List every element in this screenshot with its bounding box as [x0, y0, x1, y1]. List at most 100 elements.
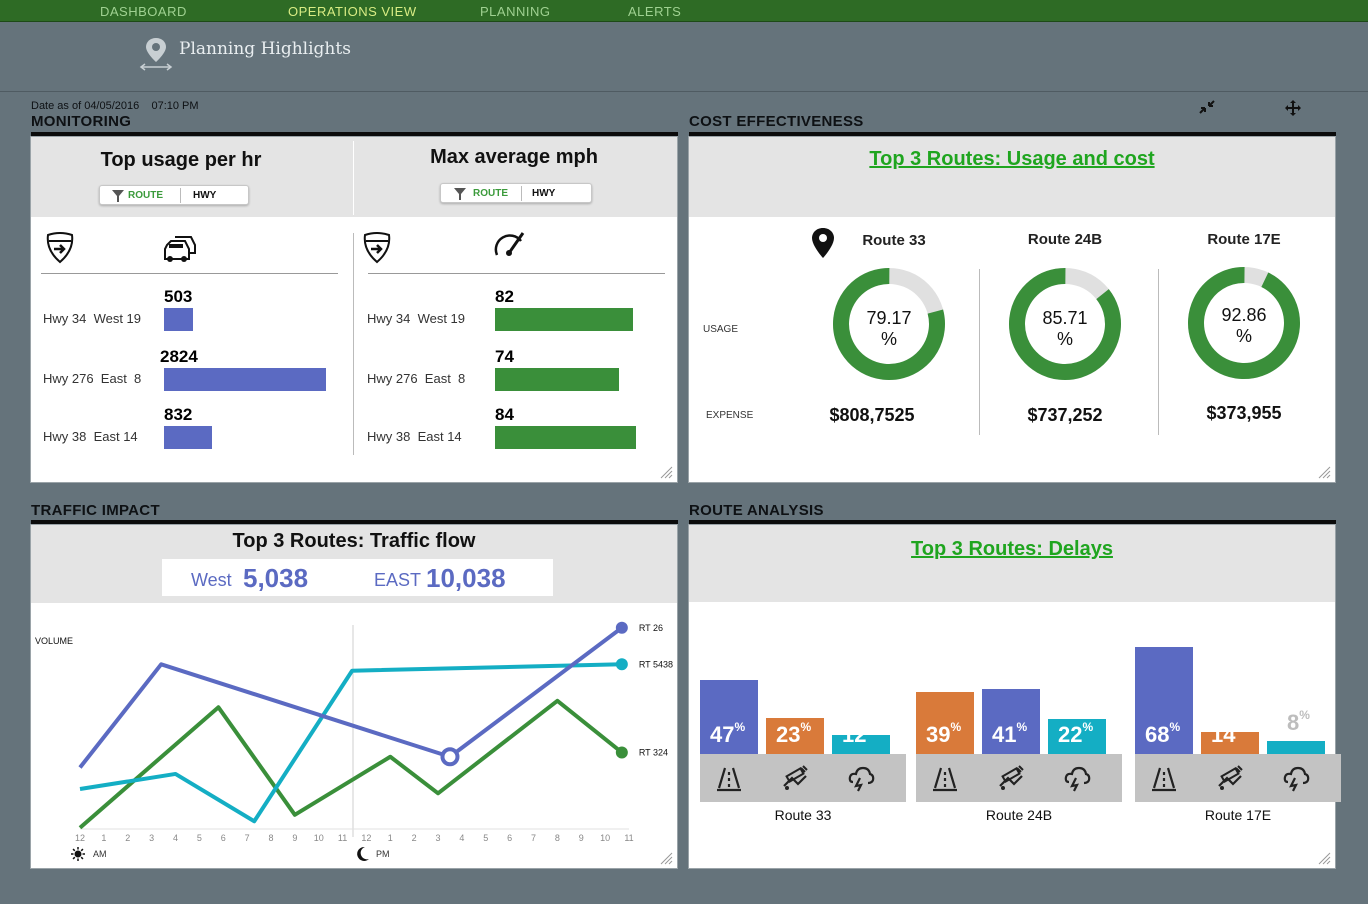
cost-panel-header — [689, 137, 1335, 217]
flow-totals-box: West 5,038 EAST 10,038 — [162, 559, 553, 596]
delay-bar[interactable] — [1135, 647, 1193, 754]
toggle-route-option[interactable]: ROUTE — [128, 190, 163, 201]
series-end-marker[interactable] — [615, 746, 628, 759]
usage-donut — [833, 268, 945, 380]
usage-percent: 79.17 — [866, 308, 912, 328]
x-tick-label: 12 — [75, 833, 85, 843]
toggle-hwy-option[interactable]: HWY — [193, 190, 217, 201]
delay-percent: 22% — [1058, 720, 1094, 748]
delay-route-label: Route 33 — [774, 807, 832, 823]
series-highlight-marker[interactable] — [440, 747, 460, 767]
east-value: 10,038 — [426, 563, 506, 593]
page-title: Planning Highlights — [179, 39, 351, 59]
x-tick-label: 11 — [624, 833, 633, 843]
delay-value: 14 — [1211, 722, 1236, 747]
resize-handle-icon[interactable] — [659, 465, 673, 479]
route-expense: $737,252 — [1027, 405, 1103, 425]
row-bar — [495, 308, 633, 331]
road-icon — [933, 767, 957, 792]
nav-alerts[interactable]: ALERTS — [628, 4, 682, 19]
delay-bar[interactable] — [766, 718, 824, 754]
page-header: Planning Highlights — [0, 23, 1368, 92]
toggle-hwy-option[interactable]: HWY — [532, 188, 556, 199]
x-tick-label: 11 — [338, 833, 347, 843]
delays-title-link[interactable]: Top 3 Routes: Delays — [911, 538, 1113, 560]
expense-label: EXPENSE — [706, 410, 754, 421]
x-tick-label: 5 — [483, 833, 488, 843]
resize-handle-icon[interactable] — [659, 851, 673, 865]
construction-icon — [999, 765, 1024, 790]
section-title-route-analysis: ROUTE ANALYSIS — [689, 502, 824, 519]
delay-route-label: Route 24B — [985, 807, 1053, 823]
x-tick-label: 3 — [436, 833, 441, 843]
cost-title-link[interactable]: Top 3 Routes: Usage and cost — [869, 148, 1155, 170]
y-axis-label: VOLUME — [35, 636, 73, 646]
route-analysis-header — [689, 525, 1335, 602]
speed-rule — [368, 273, 665, 274]
resize-handle-icon[interactable] — [1317, 851, 1331, 865]
pm-label: PM — [376, 849, 390, 859]
route-name: Route 17E — [1207, 231, 1281, 248]
delay-percent: 41% — [992, 720, 1028, 748]
highway-shield-icon — [363, 232, 391, 264]
series-end-marker[interactable] — [615, 621, 628, 634]
road-icon — [717, 767, 741, 792]
row-bar — [164, 368, 326, 391]
x-tick-label: 1 — [101, 833, 106, 843]
usage-toggle[interactable]: ROUTE HWY — [99, 185, 249, 205]
am-label: AM — [93, 849, 107, 859]
location-pin-icon — [812, 228, 834, 258]
column-divider — [353, 233, 354, 455]
route-analysis-panel: Top 3 Routes: Delays 47% 23% 12% Route 33 39… — [688, 524, 1341, 869]
usage-percent: 85.71 — [1042, 308, 1088, 328]
delay-value: 68 — [1145, 722, 1170, 747]
x-tick-label: 10 — [314, 833, 324, 843]
row-value: 503 — [164, 287, 193, 306]
percent-sign: % — [1235, 720, 1247, 734]
delay-bar[interactable] — [916, 692, 974, 754]
delay-bar[interactable] — [1267, 741, 1325, 754]
sun-ray — [72, 856, 76, 860]
usage-donut — [1188, 267, 1300, 379]
nav-planning[interactable]: PLANNING — [480, 4, 551, 19]
row-value: 82 — [495, 287, 514, 306]
toggle-route-option[interactable]: ROUTE — [473, 188, 508, 199]
delay-bar[interactable] — [1048, 719, 1106, 754]
nav-operations-view[interactable]: OPERATIONS VIEW — [288, 4, 417, 19]
move-icon[interactable] — [1284, 99, 1302, 117]
sun-ray — [80, 856, 84, 860]
delay-percent: 14% — [1211, 720, 1247, 748]
west-label: West — [191, 570, 232, 590]
x-tick-label: 5 — [197, 833, 202, 843]
delay-percent: 39% — [926, 720, 961, 748]
row-bar — [495, 426, 636, 449]
percent-unit: % — [1056, 329, 1073, 349]
delay-bar[interactable] — [1201, 732, 1259, 754]
section-title-cost: COST EFFECTIVENESS — [689, 113, 864, 130]
speed-toggle[interactable]: ROUTE HWY — [440, 183, 592, 203]
x-tick-label: 1 — [388, 833, 393, 843]
column-divider — [979, 269, 980, 435]
delay-percent: 8% — [1287, 708, 1310, 736]
monitoring-panel: Top usage per hr ROUTE HWY Max average m… — [30, 136, 678, 483]
delay-percent: 68% — [1145, 720, 1180, 748]
column-divider — [1158, 269, 1159, 435]
delay-value: 12 — [842, 722, 867, 747]
sun-icon — [71, 847, 85, 861]
usage-rule — [41, 273, 338, 274]
road-icon — [1152, 767, 1176, 792]
percent-unit: % — [1235, 326, 1252, 346]
percent-sign: % — [1016, 720, 1028, 734]
toggle-divider — [521, 186, 522, 201]
percent-sign: % — [734, 720, 746, 734]
delay-bar[interactable] — [700, 680, 758, 754]
percent-sign: % — [1082, 720, 1094, 734]
delay-bar[interactable] — [982, 689, 1040, 754]
x-tick-label: 12 — [361, 833, 371, 843]
resize-handle-icon[interactable] — [1317, 465, 1331, 479]
delay-value: 39 — [926, 722, 951, 747]
series-end-marker[interactable] — [615, 658, 628, 671]
delay-bar[interactable] — [832, 735, 890, 754]
nav-dashboard[interactable]: DASHBOARD — [100, 4, 187, 19]
collapse-icon[interactable] — [1198, 99, 1216, 115]
